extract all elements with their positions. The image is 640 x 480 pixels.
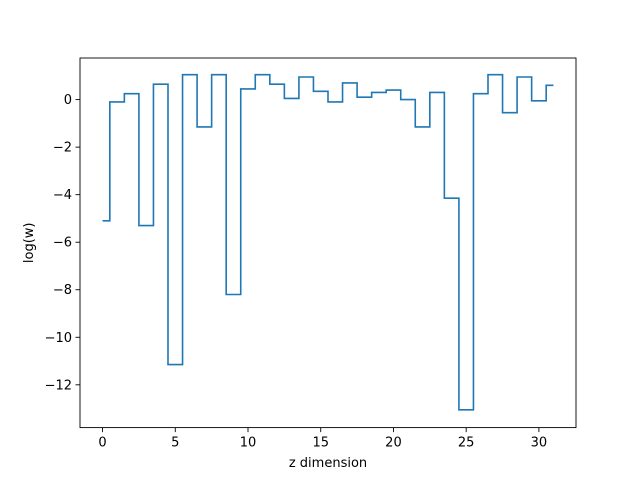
series-line-0 [102,73,554,411]
x-tick-label: 5 [171,436,179,451]
y-tick-label: −12 [45,378,72,393]
y-tick-label: −6 [53,236,72,251]
y-tick-label: −4 [53,188,72,203]
x-axis: 0 5 10 15 20 25 30 [98,427,548,451]
y-tick-label: −10 [45,331,72,346]
x-tick-label: 10 [240,436,257,451]
x-tick-label: 15 [312,436,329,451]
y-tick-label: −8 [53,283,72,298]
x-tick-label: 20 [385,436,402,451]
y-axis: −12 −10 −8 −6 −4 −2 0 [45,93,80,393]
y-tick-label: 0 [64,93,72,108]
x-tick-label: 30 [531,436,548,451]
x-tick-label: 25 [458,436,475,451]
x-axis-label: z dimension [289,456,367,471]
y-axis-label: log(w) [22,223,37,264]
y-tick-label: −2 [53,141,72,156]
x-tick-label: 0 [98,436,106,451]
axes-frame [79,57,577,429]
series-layer [102,73,554,411]
